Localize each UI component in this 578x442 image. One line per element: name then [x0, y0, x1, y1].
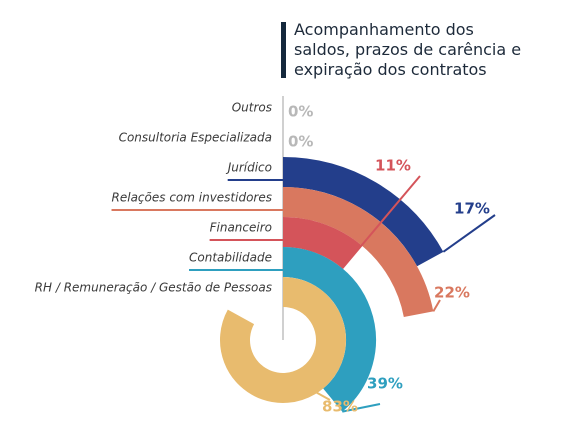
value-label: 11%: [375, 157, 411, 175]
category-label: RH / Remuneração / Gestão de Pessoas: [35, 281, 272, 295]
ring-bar: [282, 157, 444, 267]
title-bar: [281, 22, 286, 78]
value-label: 39%: [367, 375, 403, 393]
leader-line: [432, 299, 441, 312]
category-label: Jurídico: [226, 161, 272, 175]
ring-bar: [220, 277, 346, 403]
leader-line: [342, 403, 381, 413]
value-label: 17%: [454, 200, 490, 218]
category-label: Financeiro: [210, 221, 272, 235]
value-label: 22%: [434, 284, 470, 302]
leader-line: [311, 389, 331, 401]
value-label: 83%: [322, 398, 358, 416]
chart-title: Acompanhamento dos saldos, prazos de car…: [294, 20, 522, 79]
ring-bar: [282, 247, 376, 412]
leader-line: [442, 214, 496, 253]
category-label: Contabilidade: [189, 251, 272, 265]
leader-line: [341, 175, 421, 269]
category-label: Relações com investidores: [112, 191, 272, 205]
value-label: 0%: [288, 103, 313, 121]
category-label: Outros: [232, 101, 272, 115]
ring-bar: [282, 217, 362, 269]
value-label: 0%: [288, 133, 313, 151]
category-label: Consultoria Especializada: [119, 131, 272, 145]
